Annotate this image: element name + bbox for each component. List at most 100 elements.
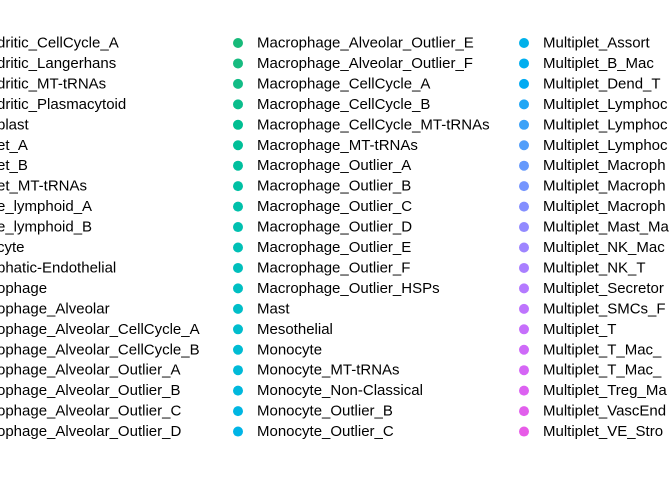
legend-label: e_lymphoid_A <box>0 198 92 215</box>
legend-item: Monocyte <box>233 341 322 358</box>
legend-label: Multiplet_VascEnd <box>543 403 666 420</box>
legend-item: Macrophage_CellCycle_B <box>233 96 430 113</box>
legend-item: Multiplet_T_Mac_ <box>519 341 662 358</box>
legend-item: e_lymphoid_B <box>0 219 92 236</box>
legend-label: Macrophage_Outlier_A <box>257 157 411 174</box>
legend-key-dot <box>233 406 243 417</box>
legend-key-dot <box>233 303 243 314</box>
legend-label: ophage_Alveolar_CellCycle_B <box>0 341 200 358</box>
legend-key-dot <box>519 242 529 253</box>
legend-item: et_A <box>0 137 28 154</box>
legend-item: Macrophage_CellCycle_MT-tRNAs <box>233 116 490 133</box>
legend-item: ophage_Alveolar_CellCycle_A <box>0 321 200 338</box>
legend-label: Multiplet_SMCs_F <box>543 300 666 317</box>
legend-label: ophage_Alveolar_Outlier_A <box>0 362 180 379</box>
legend-label: Multiplet_Macroph <box>543 157 666 174</box>
legend-key-dot <box>233 222 243 233</box>
legend-key-dot <box>233 181 243 192</box>
legend-item: Macrophage_Alveolar_Outlier_E <box>233 35 474 52</box>
legend-label: e_lymphoid_B <box>0 219 92 236</box>
legend-key-dot <box>519 385 529 396</box>
legend-item: Multiplet_Secretor <box>519 280 664 297</box>
legend-column-2: Macrophage_Alveolar_Outlier_E Macrophage_… <box>233 35 490 440</box>
legend-key-dot <box>233 140 243 151</box>
legend-label: Monocyte_Outlier_B <box>257 403 393 420</box>
legend-key-dot <box>233 262 243 273</box>
legend-item: Multiplet_Mast_Ma <box>519 219 670 236</box>
legend-key-dot <box>233 426 243 437</box>
legend-item: Multiplet_T_Mac_ <box>519 362 662 379</box>
legend-key-dot <box>233 160 243 171</box>
legend-item: Multiplet_Lymphoc <box>519 116 668 133</box>
legend-key-dot <box>233 283 243 294</box>
legend-label: ophage_Alveolar_Outlier_D <box>0 423 181 440</box>
legend-label: Multiplet_T_Mac_ <box>543 362 662 379</box>
legend-label: cyte <box>0 239 25 256</box>
legend-label: phatic-Endothelial <box>0 259 116 276</box>
legend-key-dot <box>519 119 529 130</box>
legend-item: Macrophage_Outlier_E <box>233 239 411 256</box>
legend-item: ophage <box>0 280 47 297</box>
legend-item: Multiplet_Treg_Ma <box>519 382 667 399</box>
legend-key-dot <box>519 78 529 89</box>
legend-key-dot <box>519 344 529 355</box>
legend-label: Multiplet_Lymphoc <box>543 137 668 154</box>
legend-item: Macrophage_Outlier_F <box>233 259 410 276</box>
legend-label: Monocyte_MT-tRNAs <box>257 362 400 379</box>
legend-item: Mast <box>233 300 290 317</box>
legend-item: Monocyte_MT-tRNAs <box>233 362 400 379</box>
legend-column-3: Multiplet_Assort Multiplet_B_Mac Multiplet… <box>519 35 670 440</box>
legend-item: et_MT-tRNAs <box>0 178 87 195</box>
legend-item: Mesothelial <box>233 321 333 338</box>
legend-item: e_lymphoid_A <box>0 198 92 215</box>
legend-key-dot <box>519 140 529 151</box>
legend-label: Macrophage_Alveolar_Outlier_F <box>257 55 473 72</box>
legend-item: dritic_CellCycle_A <box>0 35 119 52</box>
legend-column-1: dritic_CellCycle_A dritic_Langerhansdriti… <box>0 35 200 441</box>
legend-label: et_B <box>0 157 28 174</box>
legend-key-dot <box>233 242 243 253</box>
legend-key-dot <box>519 283 529 294</box>
legend-item: ophage_Alveolar_Outlier_B <box>0 382 180 399</box>
legend-item: ophage_Alveolar_Outlier_C <box>0 403 181 420</box>
legend-key-dot <box>233 78 243 89</box>
legend-label: dritic_Plasmacytoid <box>0 96 126 113</box>
legend-label: Macrophage_Outlier_D <box>257 219 412 236</box>
legend-label: Multiplet_Lymphoc <box>543 96 668 113</box>
legend-label: Macrophage_Outlier_HSPs <box>257 280 440 297</box>
legend-key-dot <box>519 365 529 376</box>
legend-label: Multiplet_Mast_Ma <box>543 219 670 236</box>
legend-key-dot <box>519 99 529 110</box>
legend-label: Monocyte <box>257 341 322 358</box>
legend-label: Multiplet_T_Mac_ <box>543 341 662 358</box>
legend-item: Multiplet_Macroph <box>519 157 666 174</box>
legend-key-dot <box>519 303 529 314</box>
legend-label: Mast <box>257 300 290 317</box>
legend-item: dritic_Langerhans <box>0 55 116 72</box>
legend-item: Macrophage_Outlier_D <box>233 219 412 236</box>
legend-item: ophage_Alveolar_CellCycle_B <box>0 341 200 358</box>
legend-key-dot <box>233 324 243 335</box>
legend-item: Multiplet_NK_Mac <box>519 239 665 256</box>
legend-item: ophage_Alveolar_Outlier_A <box>0 362 180 379</box>
legend-key-dot <box>519 406 529 417</box>
legend-key-dot <box>519 38 529 48</box>
legend-item: et_B <box>0 157 28 174</box>
legend-item: Macrophage_Outlier_A <box>233 157 411 174</box>
legend-label: Multiplet_VE_Stro <box>543 423 663 440</box>
legend-item: Macrophage_Outlier_B <box>233 178 411 195</box>
legend-item: Multiplet_Assort <box>519 35 651 52</box>
legend-item: Multiplet_SMCs_F <box>519 300 666 317</box>
legend-label: Multiplet_T <box>543 321 616 338</box>
legend-key-dot <box>233 58 243 69</box>
legend-label: Multiplet_NK_Mac <box>543 239 665 256</box>
legend-item: Monocyte_Outlier_C <box>233 423 394 440</box>
legend-item: blast <box>0 116 30 133</box>
legend-label: Macrophage_CellCycle_MT-tRNAs <box>257 116 490 133</box>
legend-item: Multiplet_NK_T <box>519 259 646 276</box>
legend-label: et_MT-tRNAs <box>0 178 87 195</box>
legend-label: ophage_Alveolar_Outlier_B <box>0 382 180 399</box>
legend-item: Monocyte_Outlier_B <box>233 403 393 420</box>
legend-item: dritic_MT-tRNAs <box>0 75 106 92</box>
